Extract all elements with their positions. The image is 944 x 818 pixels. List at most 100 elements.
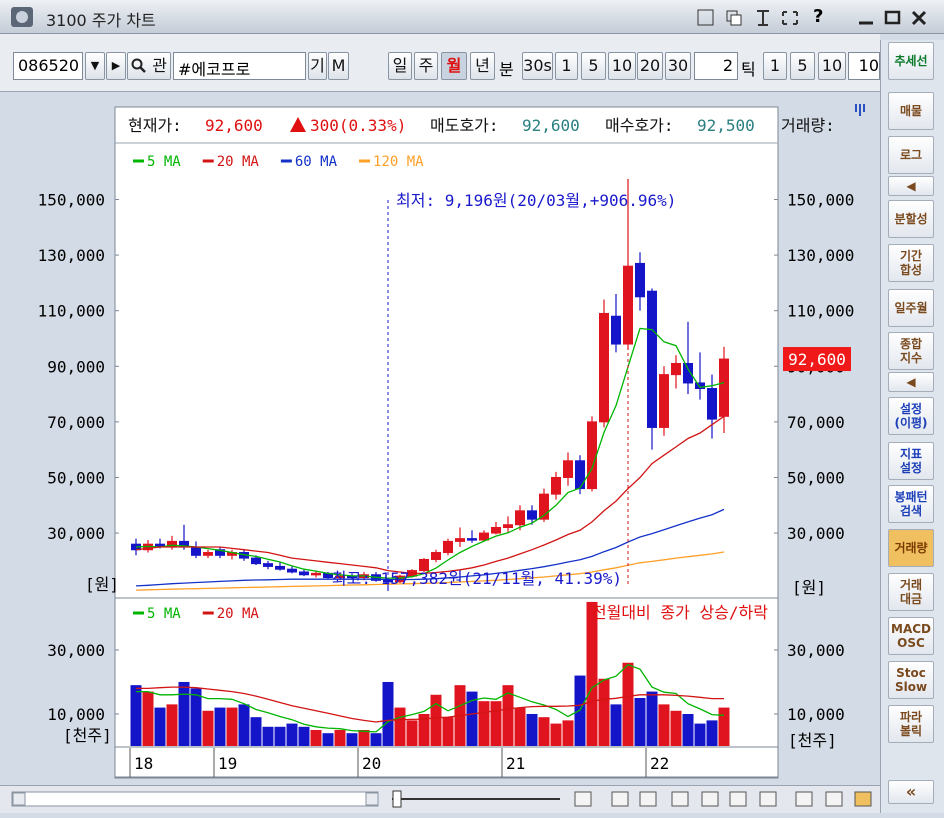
title-icons[interactable] — [695, 8, 815, 28]
name-input[interactable]: #에코프로 — [173, 52, 306, 80]
side-button[interactable]: ◀ — [888, 176, 934, 196]
side-button[interactable]: 파라 볼릭 — [888, 705, 934, 743]
minute-button[interactable]: 1 — [555, 52, 578, 80]
tick-button[interactable]: 5 — [790, 52, 815, 80]
candle-body — [611, 315, 621, 345]
side-button-label: 볼릭 — [899, 724, 923, 738]
y-tick-label: 90,000 — [47, 357, 105, 376]
volume-bar — [406, 720, 418, 746]
volume-bar — [358, 729, 370, 746]
tick-button[interactable]: 1 — [763, 52, 787, 80]
y-tick-label: 30,000 — [787, 641, 845, 660]
search-button[interactable]: 관 — [127, 52, 171, 80]
side-button[interactable]: 매물 — [888, 92, 934, 130]
side-button-label: MACD — [891, 622, 931, 636]
toolbar-button[interactable]: M — [328, 52, 349, 80]
volume-bar — [646, 691, 658, 746]
code-input[interactable]: 086520 — [13, 52, 83, 80]
price-plot — [131, 178, 729, 591]
side-button[interactable]: 봉패턴 검색 — [888, 485, 934, 523]
side-button-label: 파라 — [899, 710, 923, 724]
price-unit: [원] — [792, 578, 826, 597]
period-button[interactable]: 일 — [388, 52, 412, 80]
side-button[interactable]: 종합 지수 — [888, 332, 934, 370]
volume-bar — [478, 701, 490, 746]
minute-button[interactable]: 20 — [637, 52, 663, 80]
side-button[interactable]: ◀ — [888, 372, 934, 392]
volume-bar — [250, 717, 262, 746]
tick-input[interactable]: 2 — [694, 52, 738, 80]
side-button-label: 검색 — [899, 504, 923, 518]
side-button[interactable]: 설정 (이평) — [888, 397, 934, 435]
ask-price: 92,600 — [522, 116, 580, 135]
minute-button[interactable]: 10 — [608, 52, 636, 80]
candle-body — [455, 538, 465, 542]
y-tick-label: 150,000 — [38, 190, 105, 209]
volume-bar — [370, 733, 382, 746]
side-button-label: 봉패턴 — [894, 490, 928, 504]
candle-body — [431, 552, 441, 560]
toolbar-button[interactable]: 기 — [308, 52, 327, 80]
side-button-label: 분할성 — [894, 212, 928, 226]
side-button-label: 대금 — [899, 592, 923, 606]
volume-bar — [154, 707, 166, 746]
volume-bar — [562, 720, 574, 746]
side-button[interactable]: 지표 설정 — [888, 442, 934, 480]
period-button[interactable]: 년 — [470, 52, 495, 80]
candle-body — [587, 421, 597, 490]
side-button-label: 거래량 — [894, 541, 928, 555]
side-button[interactable]: « — [888, 780, 934, 804]
scrollbar[interactable] — [0, 786, 880, 814]
volume-bar — [658, 704, 670, 746]
next-button[interactable]: ▶ — [106, 52, 126, 80]
volume-bar — [346, 733, 358, 746]
candle-body — [275, 565, 285, 570]
volume-bar — [670, 710, 682, 746]
volume-bar — [238, 704, 250, 746]
minute-button[interactable]: 5 — [581, 52, 606, 80]
side-button[interactable]: Stoc Slow — [888, 661, 934, 699]
period-button[interactable]: 주 — [414, 52, 438, 80]
bottom-bar — [0, 785, 880, 813]
candle-body — [467, 538, 477, 541]
dropdown-button[interactable]: ▼ — [85, 52, 105, 80]
info-icon[interactable] — [855, 104, 865, 116]
legend-label: 20 MA — [217, 606, 260, 622]
side-button[interactable]: MACD OSC — [888, 617, 934, 655]
side-button[interactable]: 로그 — [888, 136, 934, 174]
info-row: 현재가: 92,600 300(0.33%) 매도호가: 92,600 매수호가… — [128, 104, 865, 135]
side-button[interactable]: 거래량 — [888, 529, 934, 567]
side-button-label: 거래 — [899, 578, 923, 592]
ma-line — [135, 508, 725, 587]
x-tick-label: 18 — [134, 754, 153, 773]
volume-bar — [310, 729, 322, 746]
volume-note: 전월대비 종가 상승/하락 — [592, 603, 768, 622]
volume-bar — [634, 697, 646, 746]
period-button[interactable]: 월 — [441, 52, 467, 80]
minute-button[interactable]: 30s — [522, 52, 553, 80]
tick-button[interactable]: 10 — [818, 52, 846, 80]
volume-bar — [694, 723, 706, 746]
legend-label: 5 MA — [147, 606, 181, 622]
volume-bar — [430, 694, 442, 746]
y-tick-label: 10,000 — [787, 705, 845, 724]
tick-input[interactable]: 10 — [848, 52, 880, 80]
side-button-label: 합성 — [899, 263, 923, 277]
candle-body — [683, 362, 693, 384]
window-controls[interactable] — [855, 8, 935, 28]
side-button[interactable]: 추세선 — [888, 42, 934, 80]
search-icon — [131, 58, 146, 73]
side-button[interactable]: 기간 합성 — [888, 244, 934, 282]
side-button[interactable]: 거래 대금 — [888, 573, 934, 611]
minute-button[interactable]: 30 — [665, 52, 691, 80]
side-button[interactable]: 분할성 — [888, 200, 934, 238]
up-arrow — [290, 117, 306, 132]
volume-bar — [598, 678, 610, 746]
price-unit: [원] — [85, 575, 119, 594]
app-icon — [11, 7, 33, 27]
y-tick-label: 50,000 — [47, 468, 105, 487]
side-button[interactable]: 일주월 — [888, 289, 934, 327]
y-tick-label: 30,000 — [787, 524, 845, 543]
candle-body — [503, 524, 513, 529]
help-button[interactable]: ? — [813, 6, 824, 27]
